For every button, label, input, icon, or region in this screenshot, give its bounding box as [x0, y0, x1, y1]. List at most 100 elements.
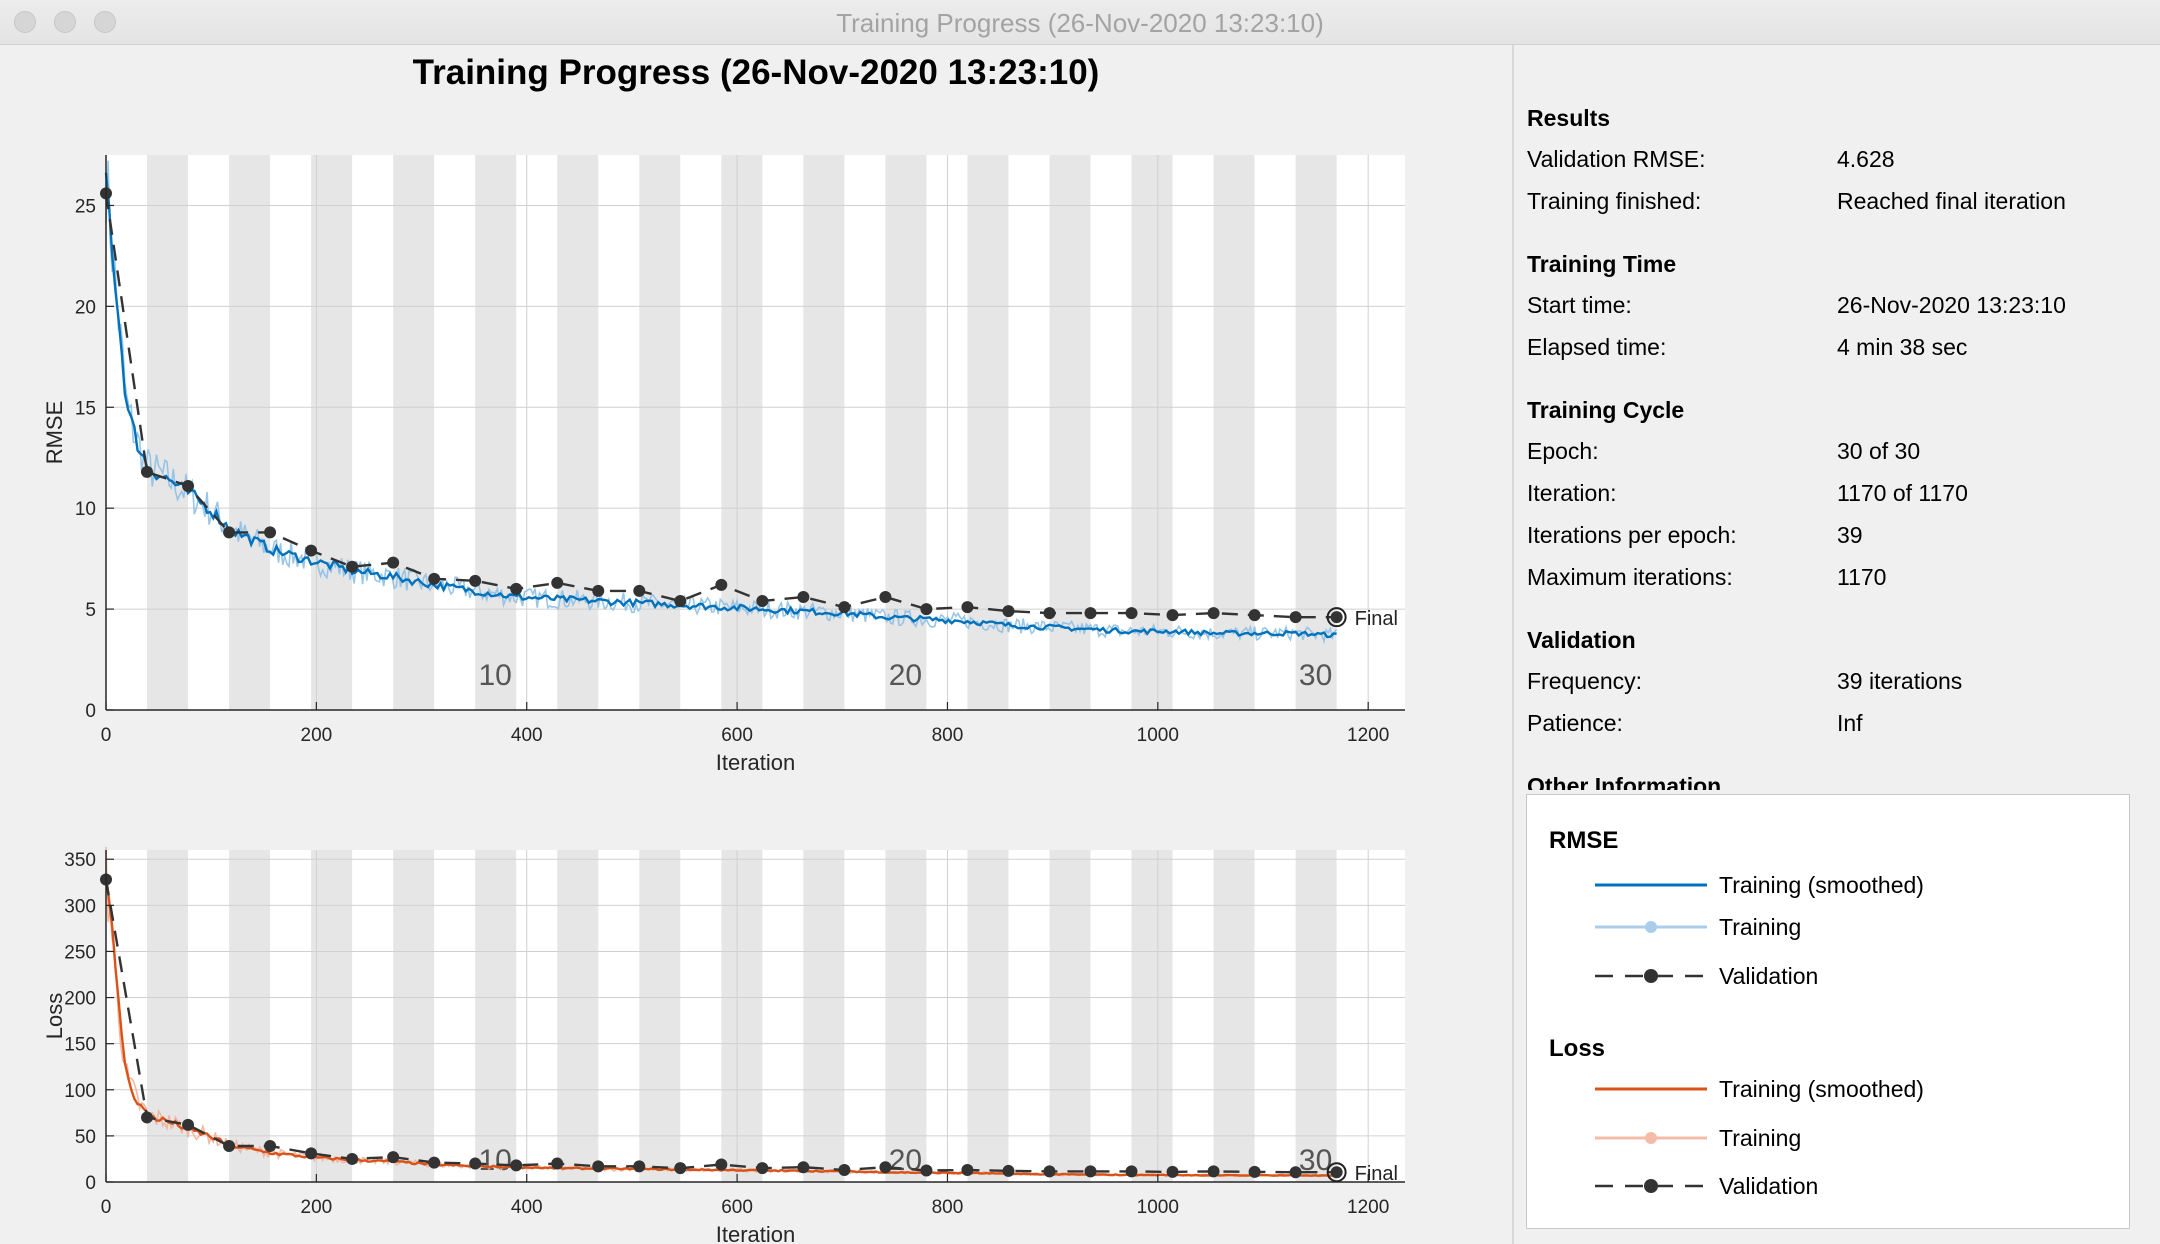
rmse-training-smoothed-line — [104, 172, 1337, 639]
legend-rmse-smoothed-label: Training (smoothed) — [1719, 872, 1924, 898]
rmse-validation-point — [141, 465, 154, 478]
window-title: Training Progress (26-Nov-2020 13:23:10) — [836, 8, 1324, 38]
loss-epoch-band — [393, 850, 435, 1182]
rmse-validation-point — [1166, 609, 1179, 622]
frequency-label: Frequency: — [1527, 668, 1643, 694]
rmse-validation-point — [797, 590, 810, 603]
rmse-validation-point — [1207, 607, 1220, 620]
results-heading: Results — [1527, 105, 1611, 131]
epoch-value: 30 of 30 — [1837, 438, 1921, 464]
rmse-epoch-label: 30 — [1299, 659, 1332, 692]
loss-epoch-band — [1295, 850, 1337, 1182]
iterations-per-epoch-label: Iterations per epoch: — [1527, 522, 1737, 548]
loss-epoch-band — [803, 850, 845, 1182]
loss-epoch-band — [311, 850, 353, 1182]
rmse-y-tick-label: 10 — [75, 499, 96, 520]
loss-epoch-band — [639, 850, 681, 1182]
zoom-window-button[interactable] — [94, 11, 116, 33]
rmse-y-tick-label: 5 — [85, 600, 96, 621]
rmse-epoch-band — [557, 155, 599, 710]
rmse-validation-point — [633, 584, 646, 597]
legend-rmse-validation-swatch — [1595, 969, 1707, 983]
loss-y-tick-label: 200 — [64, 989, 96, 1010]
iterations-per-epoch-value: 39 — [1837, 522, 1863, 548]
rmse-final-marker — [1326, 607, 1347, 628]
rmse-final-label: Final — [1355, 608, 1398, 630]
training-finished-value: Reached final iteration — [1837, 188, 2066, 214]
loss-validation-point — [1166, 1165, 1179, 1178]
loss-x-axis-label: Iteration — [716, 1222, 796, 1244]
rmse-epoch-band — [393, 155, 435, 710]
rmse-epoch-label: 20 — [889, 659, 922, 692]
loss-y-tick-label: 50 — [75, 1127, 96, 1148]
other-information-heading: Other Information — [1527, 773, 1722, 790]
rmse-epoch-band — [229, 155, 271, 710]
rmse-y-tick-label: 0 — [85, 701, 96, 722]
rmse-x-tick-label: 200 — [301, 725, 333, 746]
panel-divider[interactable] — [1512, 45, 1514, 1244]
iteration-value: 1170 of 1170 — [1837, 480, 1968, 506]
rmse-validation-point — [1330, 611, 1343, 624]
loss-epoch-band — [557, 850, 599, 1182]
loss-validation-point — [387, 1151, 400, 1164]
legend-loss-heading: Loss — [1549, 1035, 1606, 1062]
iteration-label: Iteration: — [1527, 480, 1617, 506]
loss-epoch-band — [229, 850, 271, 1182]
loss-final-marker — [1326, 1162, 1347, 1183]
rmse-epoch-band — [885, 155, 927, 710]
rmse-validation-point — [551, 576, 564, 589]
rmse-y-axis-label: RMSE — [42, 401, 67, 465]
rmse-validation-point — [592, 584, 605, 597]
rmse-epoch-band — [639, 155, 681, 710]
loss-x-tick-label: 600 — [721, 1197, 753, 1218]
rmse-epoch-band — [967, 155, 1009, 710]
info-panel: Results Validation RMSE: 4.628 Training … — [1514, 45, 2160, 790]
loss-x-tick-label: 200 — [301, 1197, 333, 1218]
loss-validation-point — [879, 1161, 892, 1174]
max-iterations-label: Maximum iterations: — [1527, 564, 1733, 590]
frequency-value: 39 iterations — [1837, 668, 1963, 694]
rmse-y-tick-label: 15 — [75, 398, 96, 419]
rmse-y-tick-label: 25 — [75, 196, 96, 217]
epoch-label: Epoch: — [1527, 438, 1599, 464]
loss-validation-point — [633, 1160, 646, 1173]
rmse-validation-point — [1084, 607, 1097, 620]
max-iterations-value: 1170 — [1837, 564, 1887, 590]
rmse-x-tick-label: 400 — [511, 725, 543, 746]
rmse-validation-point — [1289, 611, 1302, 624]
rmse-x-tick-label: 0 — [101, 725, 112, 746]
loss-validation-point — [715, 1158, 728, 1171]
close-window-button[interactable] — [14, 11, 36, 33]
loss-validation-point — [182, 1118, 195, 1131]
loss-x-tick-label: 0 — [101, 1197, 112, 1218]
legend-rmse-heading: RMSE — [1549, 827, 1619, 854]
patience-value: Inf — [1837, 710, 1863, 736]
legend-rmse-smoothed-swatch — [1595, 883, 1707, 887]
start-time-value: 26-Nov-2020 13:23:10 — [1837, 292, 2066, 318]
rmse-x-tick-label: 1000 — [1137, 725, 1179, 746]
rmse-validation-point — [1043, 607, 1056, 620]
rmse-epoch-band — [1131, 155, 1173, 710]
legend-loss-training-label: Training — [1719, 1125, 1802, 1151]
loss-y-tick-label: 250 — [64, 942, 96, 963]
loss-y-axis-label: Loss — [42, 993, 67, 1039]
loss-validation-point — [674, 1162, 687, 1175]
window-titlebar: Training Progress (26-Nov-2020 13:23:10) — [0, 0, 2160, 45]
training-time-heading: Training Time — [1527, 251, 1677, 277]
rmse-x-axis-label: Iteration — [716, 750, 796, 775]
rmse-epoch-band — [803, 155, 845, 710]
loss-validation-point — [1125, 1165, 1138, 1178]
training-finished-label: Training finished: — [1527, 188, 1702, 214]
loss-epoch-label: 10 — [478, 1144, 511, 1177]
loss-validation-point — [305, 1147, 318, 1160]
rmse-epoch-band — [721, 155, 763, 710]
loss-validation-point — [510, 1159, 523, 1172]
start-time-label: Start time: — [1527, 292, 1632, 318]
minimize-window-button[interactable] — [54, 11, 76, 33]
loss-validation-point — [838, 1164, 851, 1177]
rmse-epoch-label: 10 — [478, 659, 511, 692]
rmse-validation-point — [756, 595, 769, 608]
loss-epoch-band — [1131, 850, 1173, 1182]
